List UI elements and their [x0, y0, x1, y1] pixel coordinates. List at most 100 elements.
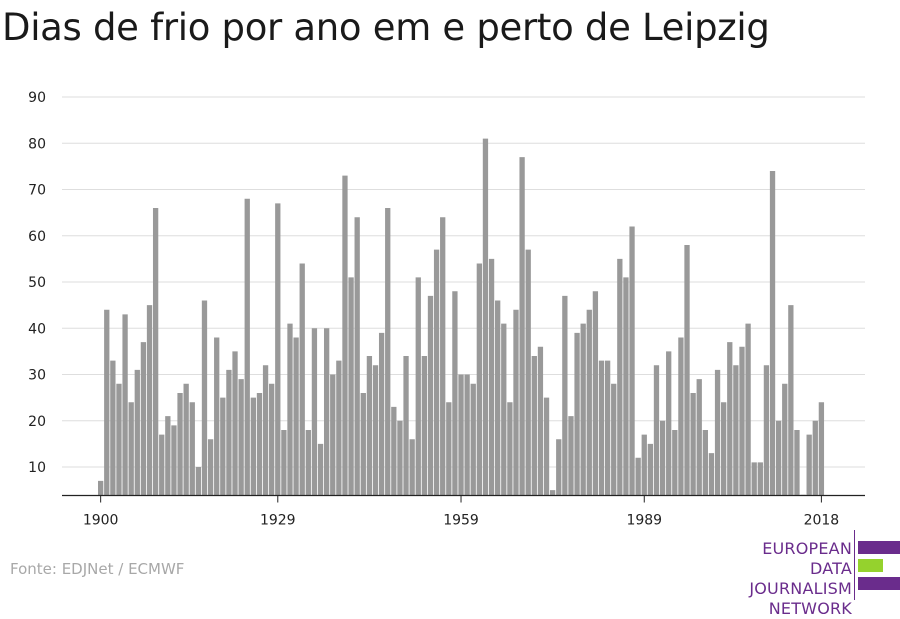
bar [611, 383, 617, 496]
x-tick-label: 1989 [626, 513, 662, 529]
bar [116, 383, 122, 496]
bar [159, 434, 165, 496]
bar [195, 467, 202, 496]
bar [403, 356, 409, 496]
bar-series [98, 138, 825, 496]
bar [330, 374, 336, 496]
bar [281, 430, 287, 496]
bar [128, 402, 134, 496]
bar [378, 332, 385, 496]
bar [666, 351, 672, 496]
x-tick-label: 1929 [260, 513, 296, 529]
bar [659, 420, 666, 496]
bar [525, 249, 531, 496]
y-tick-label: 50 [28, 275, 46, 291]
bar [501, 323, 507, 496]
bar [354, 217, 360, 496]
bar [653, 365, 660, 496]
bar [98, 480, 104, 496]
bar [269, 383, 275, 496]
bar [305, 430, 311, 496]
bar [562, 295, 568, 496]
y-tick-label: 60 [28, 229, 46, 245]
bar [568, 416, 574, 496]
bar [757, 462, 763, 496]
bar [721, 402, 727, 496]
y-tick-label: 20 [28, 414, 46, 430]
bar [415, 277, 421, 496]
bar [275, 203, 281, 496]
bar [317, 443, 324, 496]
bar [604, 360, 611, 496]
bar [336, 360, 342, 496]
y-tick-label: 90 [28, 90, 46, 106]
bar [708, 453, 715, 496]
bar [360, 393, 366, 496]
bar [299, 263, 305, 496]
bar [262, 365, 269, 496]
bar [433, 249, 440, 496]
bar [140, 342, 147, 496]
bar [250, 397, 256, 496]
logo-bar-purple-bottom [858, 577, 900, 590]
bar [672, 430, 678, 496]
bar [482, 138, 489, 496]
bar [556, 439, 562, 496]
bar [323, 328, 330, 496]
bar [647, 443, 654, 496]
bar [592, 291, 599, 496]
bar [495, 300, 501, 496]
bar [513, 309, 519, 496]
chart-title: Dias de frio por ano em e perto de Leipz… [2, 6, 770, 49]
bar [537, 346, 544, 496]
bar [232, 351, 238, 496]
bar [238, 379, 244, 496]
y-tick-label: 70 [28, 183, 46, 199]
bar [214, 337, 220, 496]
bar [586, 309, 592, 496]
bar [739, 346, 745, 496]
logo-bar-purple-top [858, 541, 900, 554]
bar [818, 402, 825, 496]
bar [470, 383, 476, 496]
x-tick-label: 2018 [804, 513, 840, 529]
bar [256, 393, 263, 496]
bar [385, 208, 391, 496]
bar [152, 208, 159, 496]
bar [427, 295, 434, 496]
bar [452, 291, 458, 496]
logo-line-2: DATA JOURNALISM [749, 559, 852, 598]
bar [110, 360, 116, 496]
bar [684, 245, 690, 496]
edjnet-logo: EUROPEAN DATA JOURNALISM NETWORK [706, 530, 900, 618]
bar [207, 439, 214, 496]
bar [580, 323, 586, 496]
bar [782, 383, 788, 496]
bar [391, 406, 397, 496]
bar [727, 342, 733, 496]
bar [220, 397, 226, 496]
bar [464, 374, 470, 496]
bar [311, 328, 318, 496]
bar [617, 258, 623, 496]
y-axis: 10 20 30 40 50 60 70 80 90 [28, 90, 46, 476]
bar [598, 360, 605, 496]
bar [690, 393, 696, 496]
bar [134, 369, 140, 496]
bar [104, 309, 110, 496]
bar [714, 369, 721, 496]
x-tick-label: 1959 [443, 513, 479, 529]
bar [409, 439, 415, 496]
bar [574, 332, 580, 496]
x-axis: 1900 1929 1959 1989 2018 [83, 495, 840, 529]
bar [421, 356, 428, 496]
y-tick-label: 30 [28, 368, 46, 384]
bar [678, 337, 684, 496]
logo-line-1: EUROPEAN [762, 539, 852, 558]
x-tick-label: 1900 [83, 513, 119, 529]
bar [794, 430, 800, 496]
bar [629, 226, 635, 496]
bar [183, 383, 189, 496]
bar [769, 171, 776, 496]
bar [549, 490, 556, 496]
